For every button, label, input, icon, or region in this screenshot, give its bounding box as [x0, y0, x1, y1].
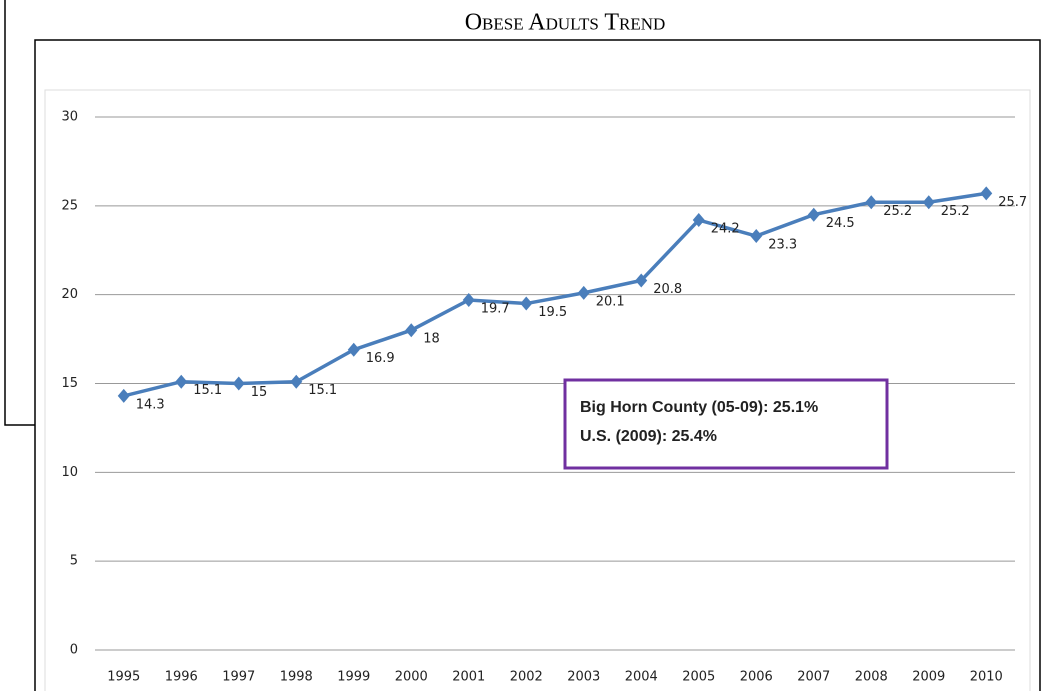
marker: [405, 323, 418, 338]
x-tick-label: 2004: [625, 670, 658, 685]
annotation: U.S. (2009): 25.4%: [580, 428, 717, 445]
data-label: 20.1: [596, 294, 625, 309]
marker: [520, 296, 533, 311]
marker: [750, 229, 763, 244]
data-label: 24.2: [711, 222, 740, 237]
marker: [865, 195, 878, 210]
frame-line: [34, 39, 1041, 691]
y-tick-label: 0: [70, 643, 78, 658]
frame: [4, 0, 1041, 691]
chart-title: Obese Adults Trend: [465, 10, 666, 36]
x-tick-label: 1998: [280, 670, 313, 685]
x-tick-label: 2002: [510, 670, 543, 685]
plot-border: [44, 89, 1031, 691]
data-label: 25.2: [941, 204, 970, 219]
marker: [692, 213, 705, 228]
data-label: 25.2: [883, 204, 912, 219]
marker: [635, 273, 648, 288]
marker: [922, 195, 935, 210]
data-label: 19.5: [538, 305, 567, 320]
x-tick-label: 2005: [682, 670, 715, 685]
data-label: 19.7: [481, 301, 510, 316]
marker: [347, 342, 360, 357]
data-label: 23.3: [768, 238, 797, 253]
x-tick-label: 2007: [797, 670, 830, 685]
x-tick-label: 1995: [107, 670, 140, 685]
x-tick-label: 1999: [337, 670, 370, 685]
marker: [117, 388, 130, 403]
x-tick-label: 2010: [970, 670, 1003, 685]
annotation: Big Horn County (05-09): 25.1%: [580, 399, 818, 416]
data-label: 24.5: [826, 216, 855, 231]
data-label: 15: [251, 385, 268, 400]
x-tick-label: 2006: [740, 670, 773, 685]
x-tick-label: 2009: [912, 670, 945, 685]
x-tick-label: 1997: [222, 670, 255, 685]
y-tick-label: 10: [61, 465, 78, 480]
y-tick-label: 25: [61, 198, 78, 213]
marker: [807, 207, 820, 222]
line: [123, 191, 987, 398]
marker: [290, 374, 303, 389]
data-label: 14.3: [136, 397, 165, 412]
x-tick-label: 2003: [567, 670, 600, 685]
data-label: 16.9: [366, 351, 395, 366]
y-tick-label: 15: [61, 376, 78, 391]
x-tick-label: 2000: [395, 670, 428, 685]
marker: [175, 374, 188, 389]
frame-line: [4, 0, 35, 426]
data-label: 20.8: [653, 282, 682, 297]
x-tick-label: 1996: [165, 670, 198, 685]
x-tick-label: 2008: [855, 670, 888, 685]
marker: [980, 186, 993, 201]
marker: [232, 376, 245, 391]
y-tick-label: 5: [70, 554, 78, 569]
y-tick-label: 20: [61, 287, 78, 302]
data-label: 15.1: [193, 383, 222, 398]
y-tick-label: 30: [61, 110, 78, 125]
data-label: 15.1: [308, 383, 337, 398]
marker: [462, 292, 475, 307]
annotation-box: [563, 378, 889, 470]
x-tick-label: 2001: [452, 670, 485, 685]
data-label: 25.7: [998, 195, 1027, 210]
data-label: 18: [423, 332, 440, 347]
marker: [577, 285, 590, 300]
